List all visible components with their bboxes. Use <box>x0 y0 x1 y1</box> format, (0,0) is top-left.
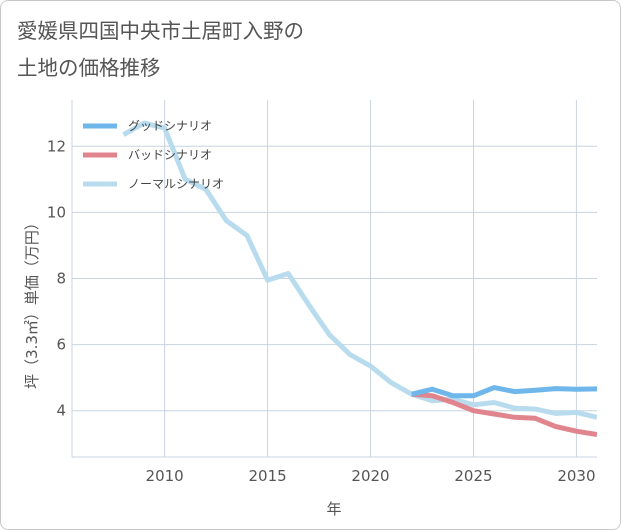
series-line-0 <box>411 385 597 399</box>
chart-title-line-1: 愛媛県四国中央市土居町入野の <box>17 19 304 43</box>
y-tick-label-8: 8 <box>56 270 66 288</box>
chart-title: 愛媛県四国中央市土居町入野の 土地の価格推移 <box>17 13 437 87</box>
legend-label-0: グッドシナリオ <box>128 119 212 133</box>
y-tick-label-6: 6 <box>56 336 66 354</box>
x-axis-label: 年 <box>326 500 341 518</box>
x-tick-label-2025: 2025 <box>454 467 492 485</box>
y-tick-label-12: 12 <box>47 137 66 155</box>
x-tick-label-2010: 2010 <box>146 467 184 485</box>
series-line-2 <box>122 120 597 420</box>
gridlines <box>71 100 597 458</box>
x-tick-label-2015: 2015 <box>248 467 286 485</box>
legend-label-1: バッドシナリオ <box>128 148 212 162</box>
y-tick-label-4: 4 <box>56 402 66 420</box>
legend-label-2: ノーマルシナリオ <box>128 177 224 191</box>
x-tick-label-2030: 2030 <box>557 467 595 485</box>
y-axis-label: 坪（3.3㎡）単価（万円） <box>23 215 41 389</box>
chart-title-line-2: 土地の価格推移 <box>17 56 161 80</box>
series-line-1 <box>411 391 597 437</box>
y-tick-label-10: 10 <box>47 203 66 221</box>
series-lines <box>122 120 597 437</box>
axis-ticks: 2010 2015 2020 2025 2030 4 6 8 10 12 <box>47 137 596 485</box>
x-tick-label-2020: 2020 <box>351 467 389 485</box>
